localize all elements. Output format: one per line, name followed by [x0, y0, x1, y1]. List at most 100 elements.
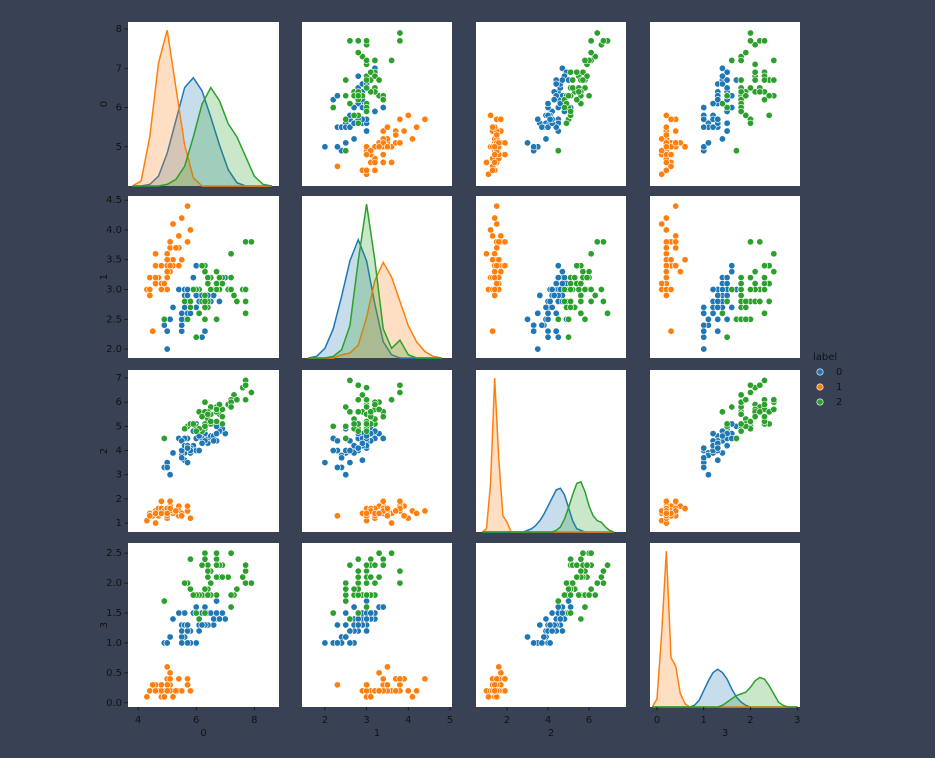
scatter-point — [392, 687, 400, 695]
scatter-point — [242, 567, 250, 575]
kde-area — [308, 204, 442, 358]
y-tick-label: 5 — [116, 142, 122, 153]
scatter-point — [495, 256, 503, 264]
scatter-point — [493, 675, 501, 683]
scatter-point — [756, 408, 764, 416]
scatter-point — [491, 151, 499, 159]
scatter-point — [367, 408, 375, 416]
scatter-point — [333, 162, 341, 170]
scatter-point — [599, 238, 607, 246]
scatter-point — [242, 561, 250, 569]
scatter-point — [546, 639, 554, 647]
scatter-point — [149, 681, 157, 689]
scatter-point — [363, 76, 371, 84]
scatter-point — [573, 561, 581, 569]
scatter-point — [201, 398, 209, 406]
scatter-point — [587, 250, 595, 258]
scatter-point — [371, 56, 379, 64]
kde-area — [132, 87, 272, 186]
scatter-point — [213, 591, 221, 599]
scatter-point — [186, 303, 194, 311]
scatter-point — [723, 420, 731, 428]
scatter-point — [342, 115, 350, 123]
scatter-point — [760, 274, 768, 282]
scatter-point — [375, 76, 383, 84]
scatter-point — [379, 151, 387, 159]
scatter-point — [163, 463, 171, 471]
scatter-point — [577, 297, 585, 305]
scatter-point — [487, 226, 495, 234]
scatter-point — [363, 597, 371, 605]
scatter-point — [491, 274, 499, 282]
scatter-point — [346, 615, 354, 623]
scatter-point — [333, 639, 341, 647]
scatter-point — [152, 687, 160, 695]
kde-line — [132, 86, 272, 187]
scatter-point — [201, 291, 209, 299]
scatter-point — [523, 315, 531, 323]
scatter-point — [346, 376, 354, 384]
y-tick-label: 3.5 — [106, 255, 122, 266]
panel — [302, 196, 452, 359]
scatter-point — [746, 119, 754, 127]
scatter-point — [181, 609, 189, 617]
scatter-point — [242, 286, 250, 294]
scatter-point — [363, 127, 371, 135]
scatter-point — [751, 41, 759, 49]
scatter-point — [723, 68, 731, 76]
scatter-point — [342, 139, 350, 147]
scatter-point — [760, 96, 768, 104]
scatter-point — [166, 471, 174, 479]
scatter-point — [565, 585, 573, 593]
scatter-point — [204, 567, 212, 575]
scatter-point — [184, 681, 192, 689]
x-tick-label: 6 — [193, 715, 199, 726]
scatter-point — [181, 425, 189, 433]
scatter-point — [213, 549, 221, 557]
scatter-point — [204, 410, 212, 418]
scatter-point — [544, 309, 552, 317]
scatter-point — [354, 92, 362, 100]
scatter-point — [742, 303, 750, 311]
scatter-point — [363, 579, 371, 587]
scatter-point — [413, 509, 421, 517]
scatter-point — [587, 297, 595, 305]
scatter-point — [709, 100, 717, 108]
y-tick-label: 2.0 — [106, 344, 122, 355]
scatter-point — [562, 579, 570, 587]
scatter-point — [152, 274, 160, 282]
scatter-point — [192, 427, 200, 435]
x-axis-label: 1 — [374, 728, 380, 739]
scatter-point — [152, 280, 160, 288]
scatter-point — [198, 333, 206, 341]
x-tick-label: 3 — [363, 715, 369, 726]
scatter-point — [388, 519, 396, 527]
scatter-point — [207, 286, 215, 294]
scatter-point — [227, 274, 235, 282]
scatter-point — [770, 76, 778, 84]
y-tick-label: 6 — [116, 103, 122, 114]
scatter-point — [573, 96, 581, 104]
y-tick-label: 2 — [116, 494, 122, 505]
scatter-point — [379, 561, 387, 569]
scatter-point — [700, 444, 708, 452]
scatter-point — [718, 100, 726, 108]
scatter-point — [221, 615, 229, 623]
scatter-point — [575, 591, 583, 599]
scatter-point — [737, 88, 745, 96]
scatter-point — [354, 444, 362, 452]
scatter-point — [178, 627, 186, 635]
scatter-point — [218, 413, 226, 421]
scatter-point — [667, 256, 675, 264]
scatter-point — [538, 123, 546, 131]
scatter-point — [227, 591, 235, 599]
scatter-point — [218, 280, 226, 288]
scatter-point — [723, 119, 731, 127]
scatter-point — [565, 315, 573, 323]
scatter-point — [218, 573, 226, 581]
panel — [128, 196, 279, 358]
scatter-point — [354, 119, 362, 127]
scatter-point — [667, 115, 675, 123]
scatter-point — [342, 579, 350, 587]
scatter-point — [210, 437, 218, 445]
